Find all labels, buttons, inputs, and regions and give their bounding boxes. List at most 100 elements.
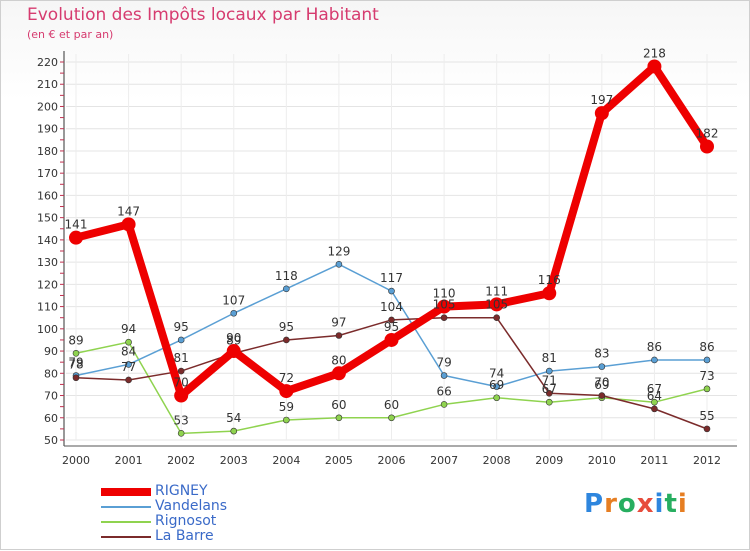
x-tick-label: 2004 bbox=[272, 454, 300, 467]
y-tick-label: 50 bbox=[44, 434, 58, 447]
data-label: 77 bbox=[121, 360, 136, 374]
data-label: 67 bbox=[647, 382, 662, 396]
data-label: 79 bbox=[68, 356, 83, 370]
data-point bbox=[651, 356, 658, 364]
data-point bbox=[72, 349, 80, 357]
data-label: 118 bbox=[275, 269, 298, 283]
data-label: 95 bbox=[174, 320, 189, 334]
y-tick-label: 80 bbox=[44, 367, 58, 380]
data-point bbox=[437, 299, 452, 314]
data-point bbox=[283, 285, 290, 293]
data-label: 105 bbox=[433, 298, 456, 312]
data-point bbox=[226, 344, 241, 359]
data-label: 66 bbox=[436, 384, 451, 398]
data-label: 69 bbox=[594, 378, 609, 392]
legend-swatch bbox=[101, 506, 151, 508]
data-point bbox=[72, 374, 80, 382]
data-point bbox=[121, 217, 136, 232]
x-tick-label: 2008 bbox=[483, 454, 511, 467]
data-point bbox=[230, 427, 238, 435]
data-point bbox=[174, 388, 189, 403]
labels-vandelans: 79 84 95 107 118 129 117 79 74 81 83 86 86 bbox=[68, 244, 714, 380]
data-point bbox=[647, 59, 662, 74]
data-label: 73 bbox=[699, 369, 714, 383]
y-tick-label: 60 bbox=[44, 412, 58, 425]
labels-rigney: 141 147 70 90 72 80 95 110 111 116 197 218 182 bbox=[65, 46, 719, 389]
data-point bbox=[125, 361, 132, 368]
legend-swatch bbox=[101, 536, 151, 538]
data-point bbox=[388, 316, 395, 324]
data-label: 147 bbox=[117, 204, 140, 218]
data-label: 81 bbox=[174, 351, 189, 365]
data-label: 71 bbox=[542, 373, 557, 387]
data-label: 74 bbox=[489, 367, 504, 381]
data-label: 110 bbox=[433, 287, 456, 301]
legend-swatch bbox=[101, 488, 151, 496]
data-label: 105 bbox=[485, 298, 508, 312]
data-point bbox=[651, 405, 658, 413]
data-label: 95 bbox=[384, 320, 399, 334]
logo-letter: i bbox=[654, 489, 665, 519]
data-point bbox=[651, 398, 658, 406]
data-label: 129 bbox=[327, 244, 350, 258]
logo-letter: o bbox=[617, 489, 637, 519]
y-tick-label: 150 bbox=[37, 212, 58, 225]
chart-title: Evolution des Impôts locaux par Habitant bbox=[27, 5, 379, 25]
data-label: 107 bbox=[222, 293, 245, 307]
data-point bbox=[331, 366, 346, 381]
logo-letter: i bbox=[677, 489, 688, 519]
data-point bbox=[283, 336, 290, 344]
data-label: 141 bbox=[65, 218, 88, 232]
legend-label: La Barre bbox=[155, 528, 214, 544]
data-label: 60 bbox=[331, 398, 346, 412]
data-point bbox=[335, 414, 343, 422]
y-tick-label: 210 bbox=[37, 78, 58, 91]
data-point bbox=[177, 336, 185, 344]
data-label: 89 bbox=[68, 333, 83, 347]
legend-label: Rignosot bbox=[155, 513, 217, 529]
data-point bbox=[384, 332, 399, 347]
labels-la-barre: 78 77 81 89 95 97 104 105 105 71 70 64 55 bbox=[68, 298, 714, 423]
data-point bbox=[493, 314, 500, 322]
labels-rignosot: 89 94 53 54 59 60 60 66 69 67 69 67 73 bbox=[68, 322, 714, 427]
logo-letter: P bbox=[584, 489, 605, 519]
y-tick-label: 220 bbox=[37, 56, 58, 69]
data-label: 64 bbox=[647, 389, 662, 403]
logo-letter: r bbox=[604, 489, 618, 519]
data-label: 80 bbox=[331, 353, 346, 367]
data-label: 55 bbox=[699, 409, 714, 423]
y-tick-label: 170 bbox=[37, 167, 58, 180]
data-point bbox=[283, 416, 290, 424]
y-tick-label: 100 bbox=[37, 323, 58, 336]
data-point bbox=[125, 338, 132, 346]
data-label: 83 bbox=[594, 347, 609, 361]
x-tick-label: 2012 bbox=[693, 454, 721, 467]
data-point bbox=[545, 367, 553, 375]
x-tick-label: 2007 bbox=[430, 454, 458, 467]
y-tick-label: 110 bbox=[37, 301, 58, 314]
data-label: 182 bbox=[696, 126, 719, 140]
data-point bbox=[493, 394, 500, 402]
data-label: 84 bbox=[121, 344, 136, 358]
data-point bbox=[125, 376, 132, 384]
y-tick-label: 90 bbox=[44, 345, 58, 358]
data-point bbox=[388, 287, 395, 295]
data-point bbox=[388, 414, 395, 422]
y-tick-label: 130 bbox=[37, 256, 58, 269]
data-label: 67 bbox=[542, 382, 557, 396]
data-label: 69 bbox=[489, 378, 504, 392]
data-label: 89 bbox=[226, 333, 241, 347]
data-label: 90 bbox=[226, 331, 241, 345]
data-point bbox=[703, 385, 711, 393]
data-label: 70 bbox=[174, 376, 189, 390]
data-point bbox=[279, 384, 294, 399]
data-label: 116 bbox=[538, 273, 561, 287]
data-point bbox=[545, 390, 553, 397]
data-point bbox=[700, 139, 714, 154]
data-point bbox=[703, 356, 711, 364]
y-tick-label: 200 bbox=[37, 100, 58, 113]
x-tick-label: 2006 bbox=[378, 454, 406, 467]
x-tick-label: 2009 bbox=[535, 454, 563, 467]
y-tick-label: 180 bbox=[37, 145, 58, 158]
